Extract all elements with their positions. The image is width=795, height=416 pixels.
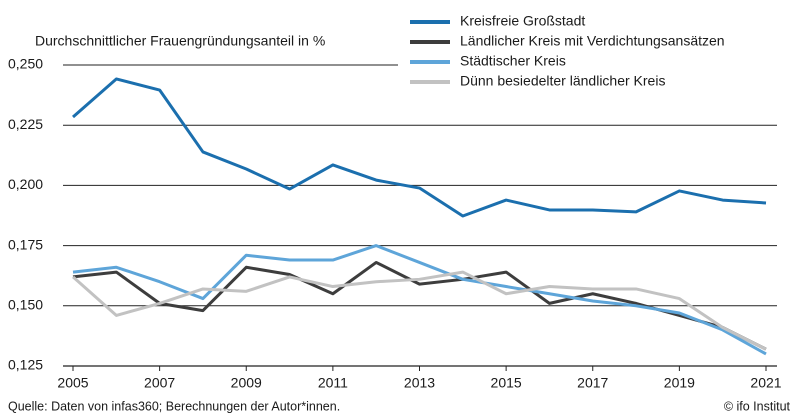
credit: © ifo Institut: [724, 399, 791, 413]
y-tick-label: 0,250: [8, 56, 43, 72]
y-tick-label: 0,150: [8, 297, 43, 313]
source: Quelle: Daten von infas360; Berechnungen…: [8, 399, 340, 413]
x-tick-label: 2009: [231, 375, 262, 391]
series-line: [72, 77, 767, 218]
series-line: [72, 244, 767, 356]
y-tick-label: 0,175: [8, 236, 43, 252]
legend-label: Dünn besiedelter ländlicher Kreis: [460, 73, 665, 89]
y-tick-label: 0,225: [8, 116, 43, 132]
y-tick-label: 0,200: [8, 176, 43, 192]
legend-label: Kreisfreie Großstadt: [460, 13, 585, 29]
legend-background: [398, 8, 793, 96]
x-tick-label: 2005: [57, 375, 88, 391]
y-tick-label: 0,125: [8, 357, 43, 373]
x-tick-label: 2011: [318, 375, 348, 391]
x-tick-label: 2015: [491, 375, 522, 391]
x-tick-label: 2013: [404, 375, 435, 391]
x-tick-label: 2019: [664, 375, 695, 391]
legend-label: Städtischer Kreis: [460, 53, 566, 69]
x-tick-label: 2007: [144, 375, 175, 391]
x-tick-label: 2017: [577, 375, 608, 391]
x-tick-label: 2021: [750, 375, 781, 391]
y-axis-label: Durchschnittlicher Frauengründungsanteil…: [35, 33, 325, 49]
legend-label: Ländlicher Kreis mit Verdichtungsansätze…: [460, 33, 725, 49]
series-line: [72, 270, 767, 351]
